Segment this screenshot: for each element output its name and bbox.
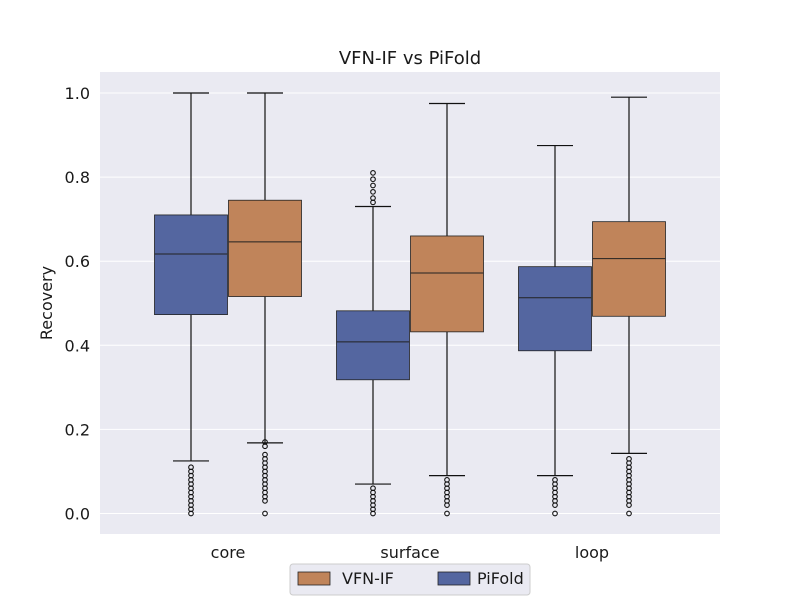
box-iqr xyxy=(228,199,302,297)
x-tick-label: core xyxy=(211,543,246,562)
outlier-point xyxy=(370,182,376,189)
outlier-point xyxy=(552,510,558,517)
box-iqr xyxy=(592,221,666,317)
outlier-point xyxy=(262,439,268,445)
outlier-point xyxy=(626,455,632,462)
outlier-point xyxy=(444,510,450,517)
chart-title: VFN-IF vs PiFold xyxy=(339,48,481,69)
outlier-point xyxy=(626,510,632,517)
y-tick-label: 0.2 xyxy=(65,420,90,439)
box-vfn-if-loop xyxy=(592,96,666,517)
box-vfn-if-surface xyxy=(410,102,484,517)
x-tick-label: loop xyxy=(575,543,609,562)
outlier-point xyxy=(188,464,194,471)
y-tick-label: 0.4 xyxy=(65,336,90,355)
box-vfn-if-core xyxy=(228,92,302,517)
y-axis-ticks: 0.0 0.2 0.4 0.6 0.8 1.0 xyxy=(65,84,90,524)
box-iqr xyxy=(410,235,484,333)
y-axis-label: Recovery xyxy=(37,266,56,340)
box-iqr xyxy=(154,214,228,316)
legend-label-vfn-if: VFN-IF xyxy=(342,569,394,588)
box-pifold-core xyxy=(154,92,228,517)
box-pifold-surface xyxy=(336,170,410,517)
outlier-point xyxy=(444,477,450,483)
y-tick-label: 0.6 xyxy=(65,252,90,271)
box-pifold-loop xyxy=(518,144,592,517)
boxes xyxy=(154,92,666,517)
outlier-point xyxy=(370,485,376,492)
outlier-point xyxy=(262,510,268,517)
legend: VFN-IF PiFold xyxy=(289,563,531,596)
outlier-point xyxy=(370,188,376,195)
legend-swatch-pifold xyxy=(437,571,471,586)
outlier-point xyxy=(262,451,268,458)
box-iqr xyxy=(518,266,592,352)
outlier-point xyxy=(552,477,558,483)
outlier-point xyxy=(370,195,376,201)
y-tick-label: 0.0 xyxy=(65,505,90,524)
outlier-point xyxy=(370,170,376,176)
outlier-point xyxy=(370,176,376,183)
legend-label-pifold: PiFold xyxy=(477,569,524,588)
x-axis-ticks: core surface loop xyxy=(211,543,609,562)
x-tick-label: surface xyxy=(380,543,439,562)
box-iqr xyxy=(336,310,410,381)
legend-swatch-vfn-if xyxy=(297,571,331,586)
y-tick-label: 0.8 xyxy=(65,168,90,187)
y-tick-label: 1.0 xyxy=(65,84,90,103)
